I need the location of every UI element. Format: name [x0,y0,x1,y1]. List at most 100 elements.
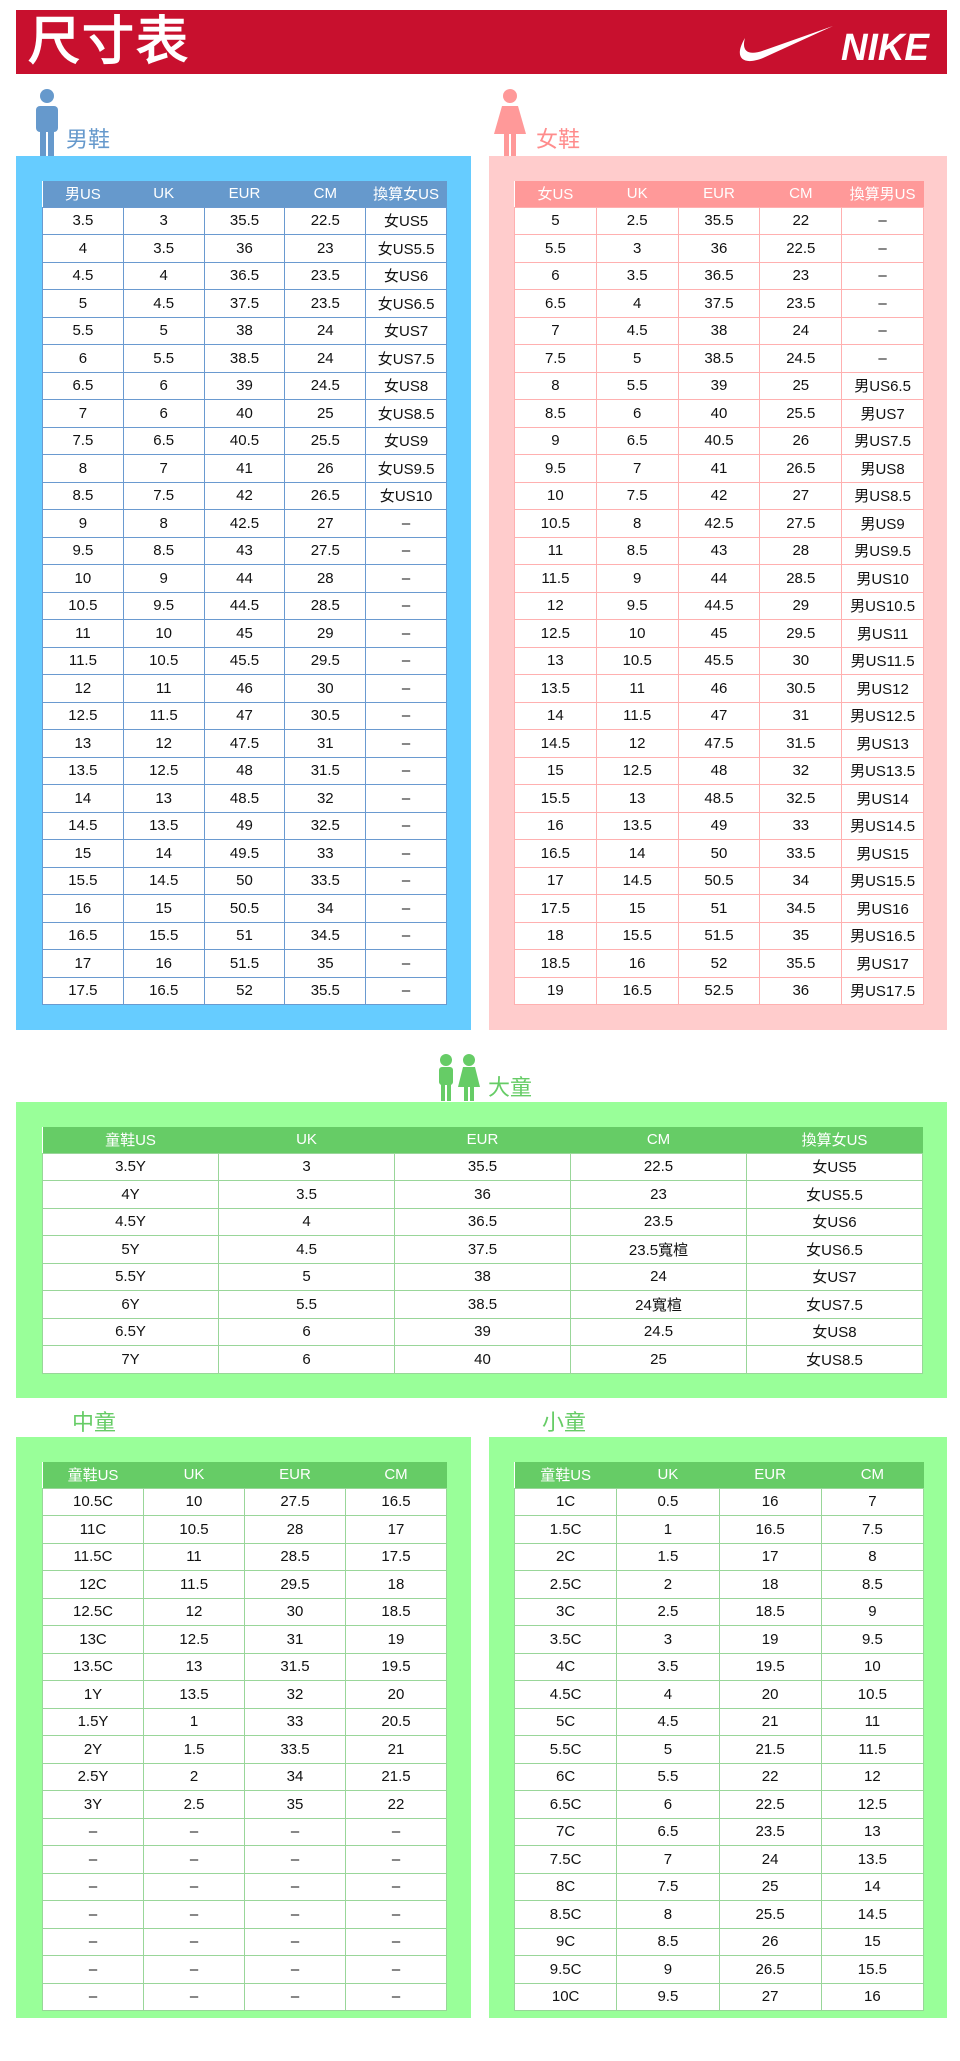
table-row: 5Y 4.5 37.5 23.5寬楦 女US6.5 [42,1235,923,1264]
table-cell: 男US7.5 [841,426,924,455]
table-cell: – [365,509,447,538]
table-row: 12 11 46 30– [42,674,447,703]
table-cell: 女US6.5 [365,289,447,318]
table-cell: 25 [284,399,367,428]
table-cell: 34.5 [759,894,843,923]
table-row: 18 15.5 51.5 35 男US16.5 [514,921,924,950]
table-cell: 10.5 [514,509,597,538]
table-cell: 男US15 [841,839,924,868]
table-row: 10 7.5 42 27 男US8.5 [514,481,924,510]
table-row: 14 11.5 47 31 男US12.5 [514,701,924,730]
table-cell: 49 [677,811,761,840]
table-cell: 16 [42,894,124,923]
column-header: 男US [42,181,124,207]
table-row: 8.5 6 40 25.5 男US7 [514,399,924,428]
table-row: 19 16.5 52.5 36 男US17.5 [514,976,924,1005]
table-cell: 12 [122,729,205,758]
table-cell: 3C [513,1597,618,1626]
column-header: 換算男US [841,181,924,207]
table-cell: 11.5 [122,701,205,730]
table-cell: 10 [42,564,124,593]
table-cell: 1.5 [143,1735,245,1764]
column-header: UK [123,181,205,207]
table-cell: 35.5 [759,949,843,978]
mid-kids-size-table: 童鞋US UK EUR CM 10.5C 10 27.5 16.5 11C 10.5 28 17 11.… [42,1462,447,2011]
table-cell: 10.5 [595,646,679,675]
table-cell: 13.5 [820,1845,925,1874]
table-cell: 12 [514,591,597,620]
table-cell: – [345,1845,447,1874]
table-cell: 23.5 [759,289,843,318]
table-cell: 9 [595,564,679,593]
table-cell: – [365,674,447,703]
table-cell: 43 [203,536,286,565]
column-header: UK [143,1462,245,1488]
table-cell: 15 [122,894,205,923]
table-row: 10 9 44 28– [42,564,447,593]
table-cell: 5 [218,1262,395,1291]
table-row: 7C 6.5 23.5 13 [513,1817,925,1846]
table-cell: – [244,1955,346,1984]
table-cell: 3.5Y [42,1152,219,1181]
table-cell: 10 [514,481,597,510]
table-cell: 5.5C [513,1735,618,1764]
table-cell: 2.5C [513,1570,618,1599]
table-row: 3.5C 3 19 9.5 [513,1625,925,1654]
table-cell: 1.5Y [42,1707,144,1736]
table-row: 9C 8.5 26 15 [513,1927,925,1956]
table-cell: – [365,729,447,758]
table-cell: 男US16 [841,894,924,923]
table-cell: 32 [244,1680,346,1709]
table-cell: 1 [143,1707,245,1736]
table-row: 12C 11.5 29.5 18 [42,1570,447,1599]
table-cell: 7.5C [513,1845,618,1874]
table-cell: 26.5 [759,454,843,483]
table-cell: 8.5 [514,399,597,428]
table-cell: 3Y [42,1790,144,1819]
kids-icon [439,1054,480,1101]
svg-text:NIKE: NIKE [841,27,931,68]
table-cell: 51 [203,921,286,950]
table-row: 8.5 7.5 42 26.5 女US10 [42,481,447,510]
table-row: 2.5Y 2 34 21.5 [42,1762,447,1791]
table-cell: 30.5 [284,701,367,730]
nike-logo: NIKE [739,26,931,68]
table-row: 9.5 8.5 43 27.5– [42,536,447,565]
table-cell: – [365,921,447,950]
table-cell: 11C [42,1515,144,1544]
table-cell: 45 [677,619,761,648]
table-cell: 12 [595,729,679,758]
mid-kids-section-title: 中童 [72,1410,117,1435]
table-cell: 5C [513,1707,618,1736]
table-cell: 女US7.5 [746,1290,923,1319]
column-header: 童鞋US [42,1127,219,1153]
big-kids-section-title: 大童 [488,1075,533,1100]
table-cell: 8 [820,1542,925,1571]
table-cell: 8.5 [42,481,124,510]
table-cell: 2.5 [616,1597,720,1626]
table-cell: 12 [143,1597,245,1626]
table-cell: 38 [677,316,761,345]
table-cell: 33 [244,1707,346,1736]
table-cell: 8.5 [595,536,679,565]
table-cell: 9 [616,1955,720,1984]
table-cell: 14.5 [514,729,597,758]
table-cell: 13 [595,784,679,813]
table-row: 1Y 13.5 32 20 [42,1680,447,1709]
table-cell: 女US8 [746,1317,923,1346]
table-cell: 14 [514,701,597,730]
table-cell: 9.5 [42,536,124,565]
table-cell: 38 [394,1262,571,1291]
table-row: 7Y 6 40 25 女US8.5 [42,1345,923,1374]
table-cell: 37.5 [677,289,761,318]
table-cell: 14.5 [122,866,205,895]
table-row: 3.5 3 35.5 22.5 女US5 [42,206,447,235]
table-cell: – [365,536,447,565]
column-header: CM [345,1462,447,1488]
table-cell: 14.5 [820,1900,925,1929]
table-cell: 4Y [42,1180,219,1209]
table-cell: 51 [677,894,761,923]
table-cell: 男US10 [841,564,924,593]
table-cell: 9.5 [820,1625,925,1654]
table-cell: 4 [595,289,679,318]
